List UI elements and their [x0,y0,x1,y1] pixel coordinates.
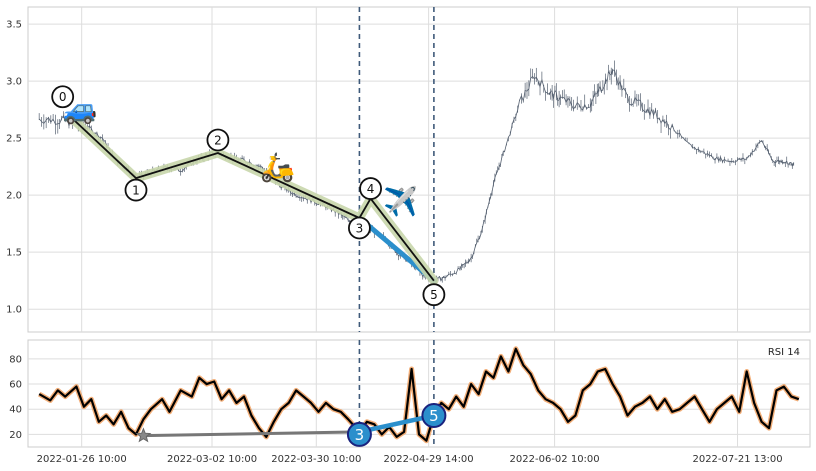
rsi-divergence-line-1 [357,413,437,435]
rsi-divergence-line-0 [141,430,361,438]
rsi-y-tick-2: 60 [9,380,22,391]
rsi-star-marker [135,427,152,443]
rsi-marker-5 [421,403,447,429]
price-panel: 1.0 1.5 2.0 2.5 3.0 3.5 0 1 2 3 4 5 🚙 🛵 ✈️ [6,6,811,333]
wave-line [72,118,435,282]
price-y-tick-1: 1.5 [6,248,22,259]
price-y-tick-2: 2.0 [6,191,22,202]
wave-point-label-2: 2 [214,133,222,147]
rsi-marker-3 [346,421,372,447]
rsi-y-tick-3: 80 [9,354,22,365]
wave-point-marker-0 [51,85,75,109]
wave-point-label-5: 5 [430,288,438,302]
x-tick-label-0: 2022-01-26 10:00 [37,454,127,465]
wave-point-marker-4 [359,177,382,200]
wave-point-label-0: 0 [59,90,67,104]
wave-point-marker-3 [348,216,371,240]
price-y-tick-5: 3.5 [6,20,22,31]
rsi-y-tick-0: 20 [9,430,22,441]
rsi-panel: 2022-01-26 10:00 2022-03-02 10:00 2022-03-… [9,339,811,465]
wave-point-label-3: 3 [356,221,364,235]
wave-point-marker-5 [422,283,446,307]
rsi-marker-label-5: 5 [429,407,439,425]
x-tick-label-3: 2022-04-29 14:00 [384,454,474,465]
price-y-tick-0: 1.0 [6,305,22,316]
wave-point-label-1: 1 [132,183,140,197]
wave-point-marker-1 [124,178,148,202]
rsi-panel-title: RSI 14 [768,347,800,358]
price-plot-area [27,6,811,333]
price-y-tick-4: 3.0 [6,77,22,88]
rsi-marker-label-3: 3 [355,426,365,444]
rsi-y-tick-1: 40 [9,405,22,416]
car-icon: 🚙 [63,92,98,125]
x-tick-label-2: 2022-03-30 10:00 [271,454,361,465]
x-tick-label-1: 2022-03-02 10:00 [167,454,257,465]
wave-point-marker-2 [206,128,230,152]
airplane-icon: ✈️ [383,184,418,218]
price-y-tick-3: 2.5 [6,134,22,145]
rsi-line [38,347,800,442]
wave-point-label-4: 4 [367,182,375,196]
scooter-icon: 🛵 [260,151,295,184]
x-tick-label-4: 2022-06-02 10:00 [510,454,600,465]
x-tick-label-5: 2022-07-21 13:00 [692,454,782,465]
